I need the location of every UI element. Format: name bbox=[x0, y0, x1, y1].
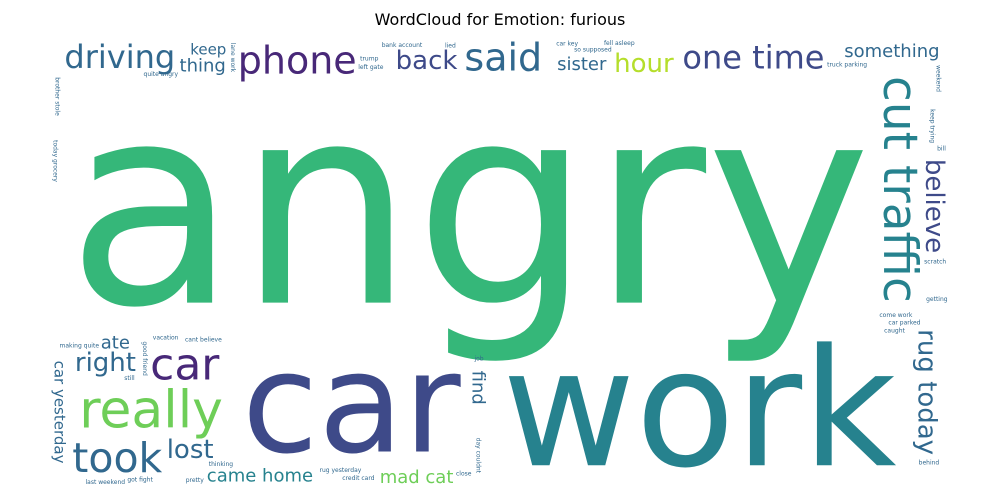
chart-title: WordCloud for Emotion: furious bbox=[374, 10, 626, 29]
word-bill: bill bbox=[937, 146, 946, 153]
word-caught: caught bbox=[884, 328, 905, 335]
word-something: something bbox=[844, 41, 939, 62]
word-got-fight: got fight bbox=[127, 476, 153, 483]
word-still: still bbox=[124, 375, 135, 382]
word-lost: lost bbox=[167, 435, 214, 465]
word-keep-trying: keep trying bbox=[928, 109, 935, 143]
word-car: car bbox=[242, 323, 462, 485]
word-good-friend: good friend bbox=[141, 341, 148, 376]
word-behind: behind bbox=[919, 459, 940, 466]
word-truck-parking: truck parking bbox=[827, 61, 867, 68]
word-making-quite: making quite bbox=[60, 343, 100, 350]
word-fell-asleep: fell asleep bbox=[604, 40, 635, 47]
word-brother-stole: brother stole bbox=[54, 77, 61, 116]
word-keep: keep bbox=[190, 41, 226, 59]
word-car-key: car key bbox=[556, 41, 578, 48]
word-bank-account: bank account bbox=[382, 42, 423, 49]
word-ate: ate bbox=[101, 332, 130, 353]
word-getting: getting bbox=[926, 296, 948, 303]
word-rug-today: rug today bbox=[912, 329, 942, 455]
word-scratch: scratch bbox=[924, 258, 946, 265]
word-rug-yesterday: rug yesterday bbox=[320, 467, 362, 474]
word-car-parked: car parked bbox=[888, 320, 920, 327]
word-work: work bbox=[502, 315, 896, 488]
word-cant-believe: cant believe bbox=[185, 337, 222, 344]
word-phone: phone bbox=[238, 38, 357, 82]
word-mad-cat: mad cat bbox=[380, 467, 454, 488]
word-hour: hour bbox=[614, 49, 674, 79]
word-last-weekend: last weekend bbox=[85, 479, 125, 486]
word-came-home: came home bbox=[207, 465, 313, 486]
word-close: close bbox=[456, 471, 472, 478]
word-angry: angry bbox=[67, 44, 872, 369]
word-said: said bbox=[464, 38, 542, 80]
word-find: find bbox=[467, 371, 488, 405]
word-weekend: weekend bbox=[935, 65, 942, 92]
word-back: back bbox=[396, 46, 458, 76]
word-right: right bbox=[75, 348, 136, 378]
word-car-yesterday: car yesterday bbox=[50, 361, 68, 464]
word-really: really bbox=[79, 381, 223, 441]
word-lane-work: lane work bbox=[229, 43, 236, 73]
word-so-supposed: so supposed bbox=[574, 46, 612, 53]
word-today-grocery: today grocery bbox=[51, 140, 58, 182]
word-job: job bbox=[473, 356, 483, 363]
word-one-time: one time bbox=[682, 38, 824, 76]
word-credit-card: credit card bbox=[342, 475, 374, 482]
word-believe: believe bbox=[919, 159, 949, 253]
word-vacation: vacation bbox=[153, 335, 179, 342]
word-driving: driving bbox=[64, 38, 175, 76]
word-thinking: thinking bbox=[209, 461, 234, 468]
word-car: car bbox=[150, 340, 220, 391]
wordcloud-canvas: angry work car really cut traffic car took phon… bbox=[50, 38, 950, 488]
word-pretty: pretty bbox=[186, 477, 205, 484]
word-thing: thing bbox=[180, 55, 226, 76]
word-lied: lied bbox=[445, 43, 456, 50]
word-sister: sister bbox=[557, 54, 607, 75]
word-left-gate: left gate bbox=[358, 64, 383, 71]
word-took: took bbox=[72, 434, 162, 482]
word-day-couldnt: day couldnt bbox=[475, 438, 482, 474]
word-come-work: come work bbox=[879, 312, 912, 319]
word-trump: trump bbox=[360, 55, 378, 62]
word-cut-traffic: cut traffic bbox=[872, 76, 927, 303]
word-quite-angry: quite angry bbox=[144, 71, 179, 78]
